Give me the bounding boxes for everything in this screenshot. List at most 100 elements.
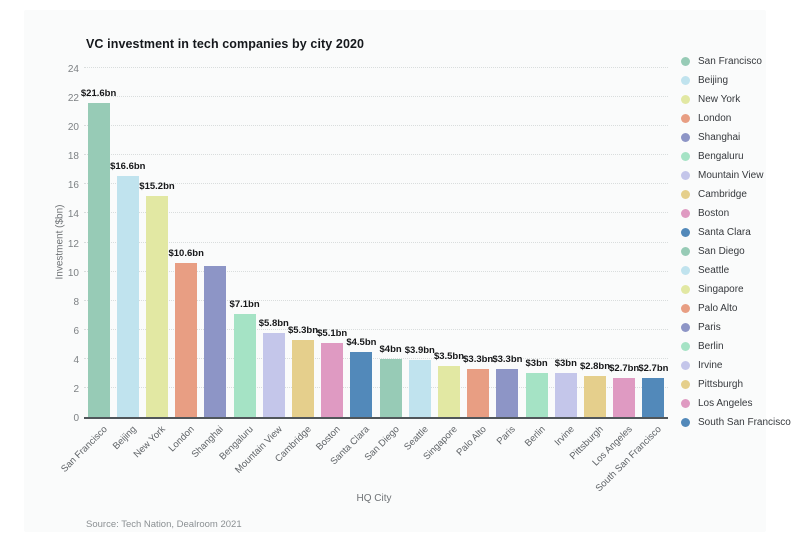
bar-los-angeles [613,377,636,417]
gridline [84,328,668,330]
y-tick-label: 18 [67,151,79,163]
legend-swatch-icon [681,380,690,389]
bar-value-label: $3.5bn [433,351,465,363]
bar-seattle [408,360,431,417]
legend-swatch-icon [681,76,690,85]
bar-value-label: $21.6bn [80,87,117,99]
legend-item-paris[interactable]: Paris [681,318,800,337]
y-tick-label: 22 [67,93,79,105]
legend-item-mountain-view[interactable]: Mountain View [681,166,800,185]
y-tick-label: 16 [67,180,79,192]
legend-label: Pittsburgh [698,379,744,390]
legend-label: Santa Clara [698,227,751,238]
legend-label: Bengaluru [698,151,744,162]
legend-item-singapore[interactable]: Singapore [681,280,800,299]
bar-value-label: $15.2bn [139,180,175,192]
legend-label: Boston [698,208,730,219]
y-tick-label: 8 [73,296,79,308]
bar-value-label: $4.5bn [346,336,377,348]
legend-label: Mountain View [698,170,764,181]
gridline [84,241,668,243]
bar-santa-clara [350,351,373,417]
bar-value-label: $3.3bn [492,354,523,366]
legend-item-beijing[interactable]: Beijing [681,71,800,90]
legend-swatch-icon [681,95,690,104]
legend-item-santa-clara[interactable]: Santa Clara [681,223,800,242]
bar-berlin [525,373,548,417]
y-tick-label: 2 [73,383,79,395]
legend-item-irvine[interactable]: Irvine [681,356,800,375]
bar-cambridge [292,339,314,417]
legend-item-pittsburgh[interactable]: Pittsburgh [681,375,800,394]
chart-title: VC investment in tech companies by city … [86,37,365,51]
legend-item-boston[interactable]: Boston [681,204,800,223]
legend-swatch-icon [681,418,690,427]
bar-value-label: $2.7bn [638,362,669,374]
bar-value-label: $4bn [379,343,402,355]
bar-mountain-view [262,332,285,417]
bar-palo-alto [467,369,490,417]
y-tick-label: 4 [73,354,79,366]
bar-san-francisco [87,102,110,417]
bar-new-york [146,195,168,417]
legend-item-new-york[interactable]: New York [681,90,800,109]
x-axis: San Francisco Beijing New York London Shangh… [59,424,668,504]
bar-san-diego [379,358,402,417]
gridline [84,357,668,359]
gridline [84,270,668,272]
legend-label: San Francisco [698,56,762,67]
legend-label: South San Francisco [698,417,791,428]
legend-item-san-francisco[interactable]: San Francisco [681,52,800,71]
legend-item-san-diego[interactable]: San Diego [681,242,800,261]
legend-item-cambridge[interactable]: Cambridge [681,185,800,204]
bar-value-label: $16.6bn [110,160,146,172]
bar-value-label: $3bn [525,358,548,370]
bar-shanghai [204,265,227,417]
legend-swatch-icon [681,247,690,256]
bar-boston [321,342,344,417]
bar-pittsburgh [584,376,606,417]
y-tick-label: 14 [67,209,79,221]
bar-south-san-francisco [642,377,665,417]
legend-swatch-icon [681,266,690,275]
y-tick-label: 10 [67,267,79,279]
legend-item-south-san-francisco[interactable]: South San Francisco [681,413,800,432]
legend-item-palo-alto[interactable]: Palo Alto [681,299,800,318]
legend-swatch-icon [681,361,690,370]
legend-label: Irvine [698,360,723,371]
legend-item-seattle[interactable]: Seattle [681,261,800,280]
legend-label: Singapore [698,284,744,295]
legend-swatch-icon [681,228,690,237]
bar-value-label: $3.9bn [404,345,435,357]
legend-item-los-angeles[interactable]: Los Angeles [681,394,800,413]
legend-swatch-icon [681,399,690,408]
legend-item-shanghai[interactable]: Shanghai [681,128,800,147]
legend-item-london[interactable]: London [681,109,800,128]
bar-value-label: $5.3bn [287,324,319,336]
bar-value-label: $3bn [554,358,577,370]
gridline [84,125,668,127]
gridline [84,96,668,98]
legend-label: Palo Alto [698,303,738,314]
y-axis-title: Investment ($bn) [54,204,66,280]
legend-label: Paris [698,322,721,333]
legend-label: Los Angeles [698,398,753,409]
source-note: Source: Tech Nation, Dealroom 2021 [86,519,242,530]
y-tick-label: 20 [67,122,79,134]
gridline [84,67,668,68]
legend-label: London [698,113,732,124]
bar-value-label: $5.8bn [258,317,289,329]
bar-singapore [438,366,460,417]
bar-value-label: $7.1bn [229,298,260,310]
legend-swatch-icon [681,171,690,180]
bar-value-label: $2.7bn [609,362,640,374]
legend-label: Seattle [698,265,730,276]
plot-area: $21.6bn $16.6bn $15.2bn $10.6bn $7.1bn $5.8bn… [80,67,669,419]
legend-item-berlin[interactable]: Berlin [681,337,800,356]
gridline [84,183,668,185]
y-tick-label: 24 [67,64,79,75]
legend-item-bengaluru[interactable]: Bengaluru [681,147,800,166]
legend-swatch-icon [681,323,690,332]
gridline [84,154,668,156]
legend: San Francisco Beijing New York London Shangh… [681,52,800,432]
